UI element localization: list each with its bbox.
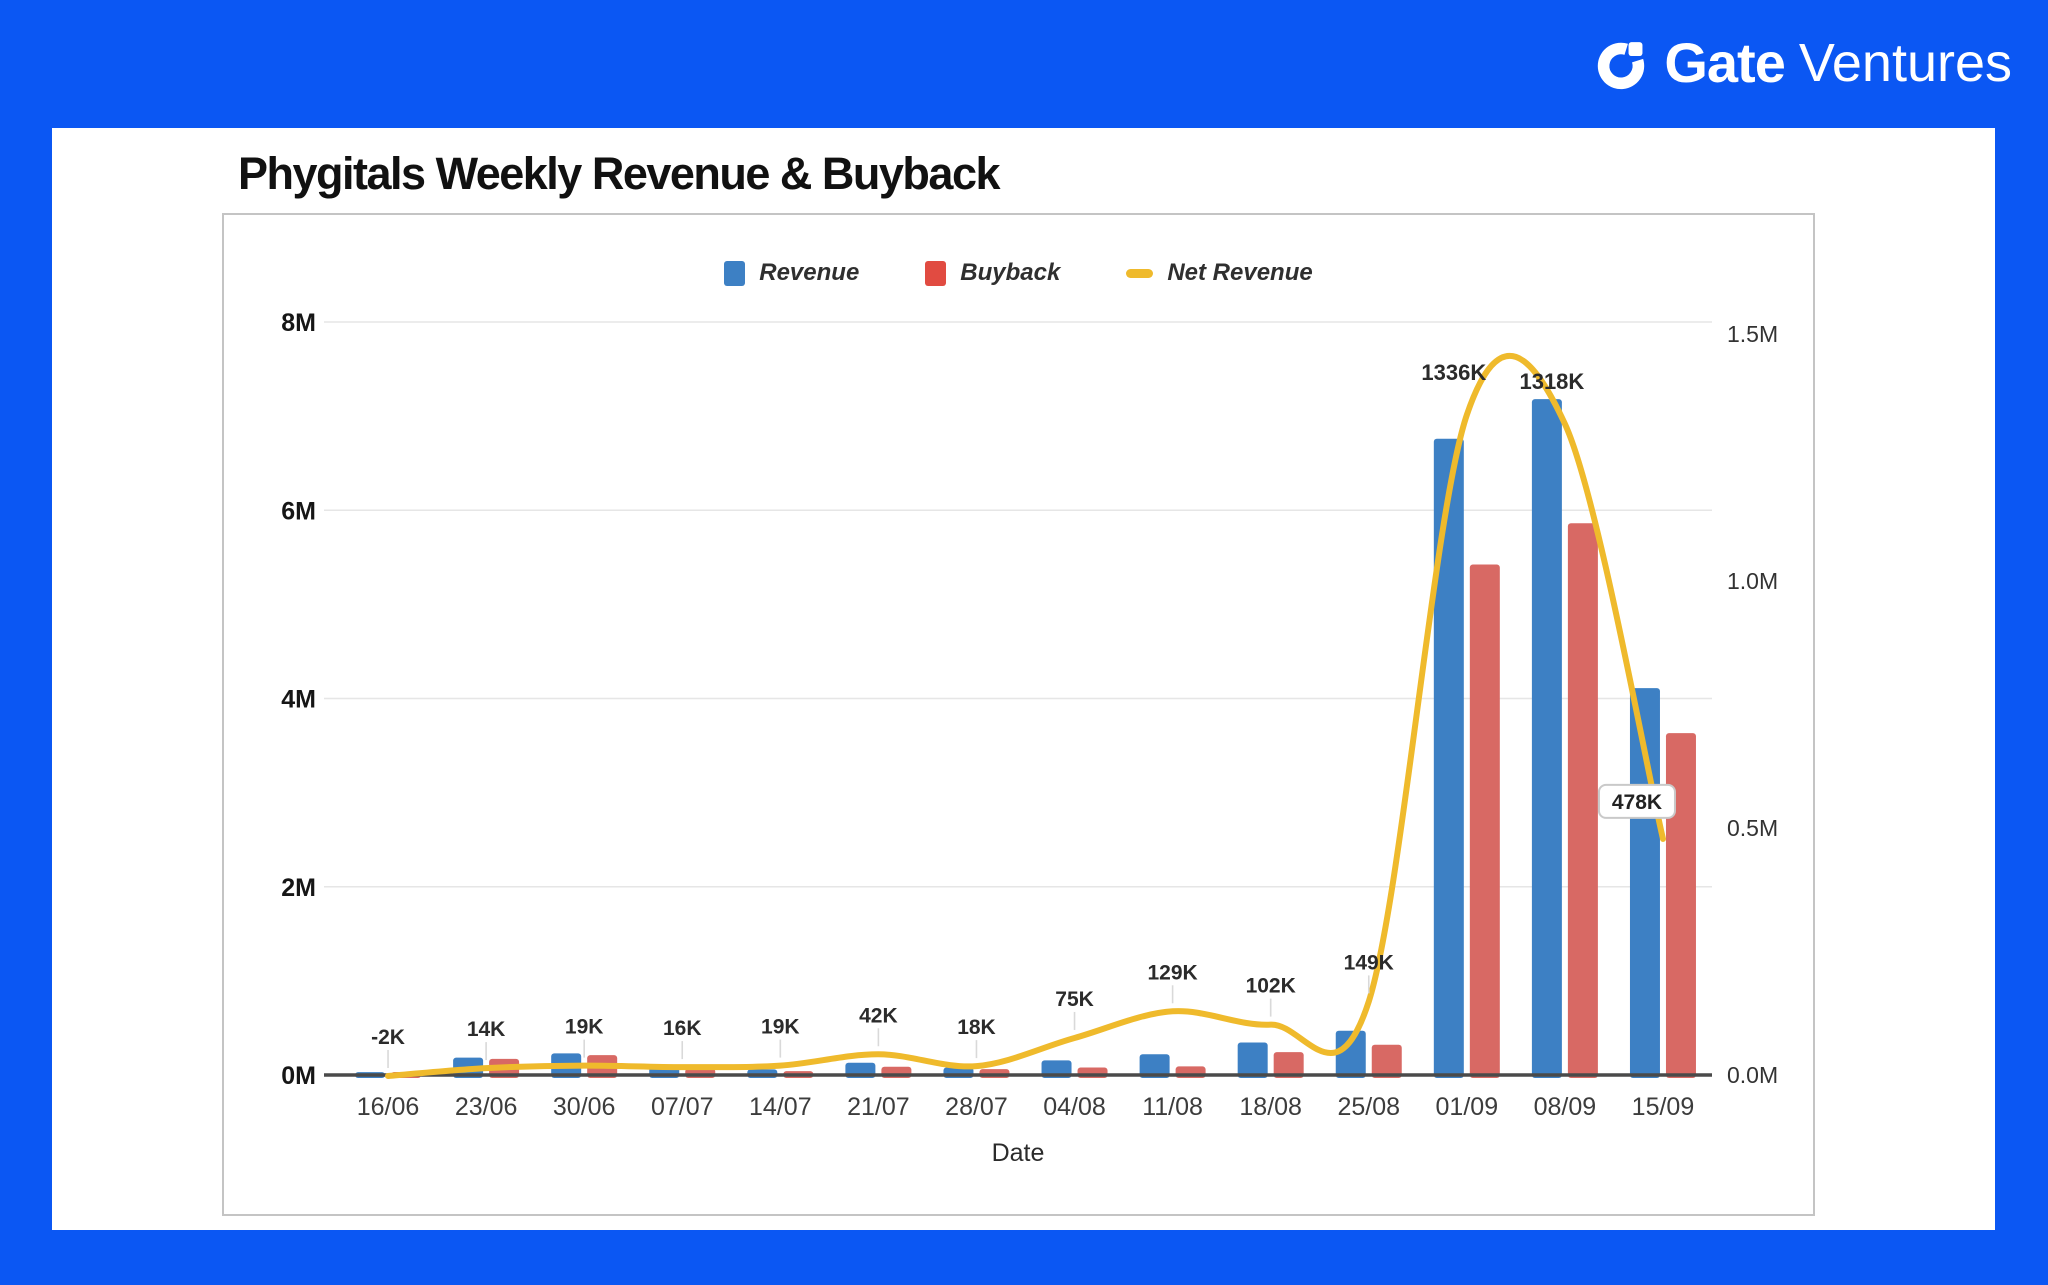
legend-label: Buyback [960, 259, 1061, 286]
net-label: 478K [1612, 791, 1662, 814]
net-label: 19K [565, 1016, 604, 1039]
chart-legend: Revenue Buyback Net Revenue [224, 259, 1813, 287]
buyback-swatch-icon [925, 260, 947, 286]
x-axis-tick: 30/06 [553, 1093, 616, 1121]
net-label: 1336K [1421, 360, 1486, 385]
legend-item-buyback: Buyback [925, 259, 1060, 287]
left-axis-tick: 8M [281, 309, 316, 337]
net-label: -2K [371, 1026, 405, 1049]
chart-title: Phygitals Weekly Revenue & Buyback [238, 148, 1001, 199]
net-label: 18K [957, 1016, 996, 1039]
right-axis-tick: 1.0M [1727, 568, 1778, 594]
left-axis-tick: 4M [281, 686, 316, 714]
x-axis-tick: 18/08 [1239, 1093, 1302, 1121]
net-label: 19K [761, 1016, 800, 1039]
legend-item-net-revenue: Net Revenue [1126, 259, 1313, 287]
left-axis-tick: 2M [281, 874, 316, 902]
net-revenue-line [385, 352, 1666, 1079]
brand-name-light: Ventures [1798, 32, 2012, 93]
revenue-bar [1237, 1042, 1268, 1078]
net-label: 16K [663, 1017, 702, 1040]
x-axis-tick: 21/07 [847, 1093, 910, 1121]
revenue-bar [1433, 438, 1464, 1079]
buyback-bar [1567, 523, 1598, 1078]
x-axis-tick: 28/07 [945, 1093, 1008, 1121]
brand-logo: Gate Ventures [1592, 30, 2012, 95]
x-axis-title: Date [992, 1139, 1045, 1167]
buyback-bar [1665, 733, 1696, 1078]
left-axis-tick: 0M [281, 1062, 316, 1090]
net-label: 14K [467, 1018, 506, 1041]
net-label: 42K [859, 1004, 898, 1027]
revenue-bar [1335, 1030, 1366, 1078]
net-label: 129K [1148, 961, 1198, 984]
chart-plot: 0M 2M 4M 6M 8M 0.0M 0.5M 1.0M 1.5M -2K 14K 19K 16K 19… [281, 309, 1778, 1167]
right-axis-tick: 0.5M [1727, 815, 1778, 841]
revenue-bar [1139, 1054, 1170, 1078]
buyback-bar [1371, 1044, 1402, 1078]
x-axis-tick: 15/09 [1632, 1093, 1695, 1121]
right-axis-tick: 1.5M [1727, 321, 1778, 347]
report-card: Phygitals Weekly Revenue & Buyback 0M 2M 4… [52, 128, 1995, 1230]
net-label: 102K [1246, 975, 1296, 998]
legend-label: Revenue [759, 259, 860, 286]
left-axis-tick: 6M [281, 497, 316, 525]
revenue-swatch-icon [724, 260, 746, 286]
buyback-bar [1273, 1052, 1304, 1078]
gate-logo-icon [1598, 41, 1645, 89]
net-label-badge [1597, 783, 1676, 819]
x-axis-tick: 04/08 [1043, 1093, 1106, 1121]
legend-item-revenue: Revenue [724, 259, 859, 287]
net-revenue-swatch-icon [1126, 268, 1154, 278]
brand-name-bold: Gate [1664, 31, 1785, 94]
net-label: 1318K [1519, 369, 1584, 394]
net-label: 149K [1344, 951, 1394, 974]
x-axis-tick: 07/07 [651, 1093, 714, 1121]
right-axis-tick: 0.0M [1727, 1062, 1778, 1088]
x-axis-tick: 23/06 [455, 1093, 518, 1121]
net-label: 75K [1055, 988, 1094, 1011]
x-axis-tick: 14/07 [749, 1093, 812, 1121]
x-axis-tick: 16/06 [357, 1093, 420, 1121]
x-axis-tick: 01/09 [1436, 1093, 1499, 1121]
x-axis-tick: 11/08 [1142, 1093, 1203, 1121]
x-axis-tick: 25/08 [1337, 1093, 1400, 1121]
chart-container: 0M 2M 4M 6M 8M 0.0M 0.5M 1.0M 1.5M -2K 14K 19K 16K 19… [222, 213, 1815, 1216]
x-axis-tick: 08/09 [1534, 1093, 1597, 1121]
revenue-bar [1531, 399, 1562, 1078]
legend-label: Net Revenue [1167, 259, 1313, 286]
buyback-bar [1469, 564, 1500, 1078]
